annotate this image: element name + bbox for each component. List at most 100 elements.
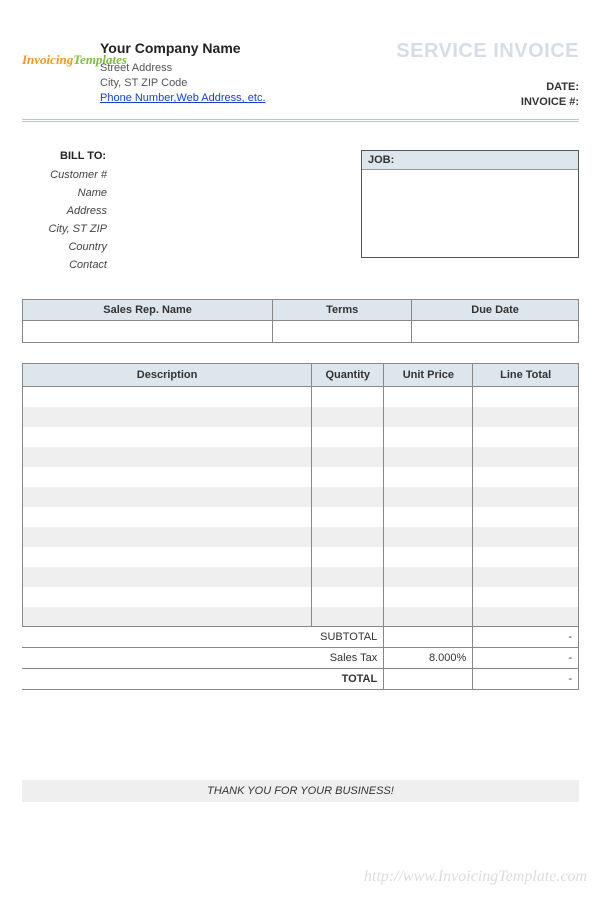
item-cell[interactable] [473,427,579,447]
due-date-header: Due Date [412,300,579,321]
tax-label: Sales Tax [22,648,384,669]
item-cell[interactable] [384,487,473,507]
terms-cell[interactable] [273,321,412,343]
item-cell[interactable] [384,407,473,427]
subtotal-rate [384,627,473,648]
bill-to-section: BILL TO: Customer # Name Address City, S… [22,150,282,277]
item-cell[interactable] [384,547,473,567]
header-right: SERVICE INVOICE DATE: INVOICE #: [379,40,579,111]
item-cell[interactable] [473,467,579,487]
bill-to-title: BILL TO: [22,150,282,162]
item-cell[interactable] [384,587,473,607]
item-row [23,407,579,427]
item-cell[interactable] [473,487,579,507]
company-name: Your Company Name [100,40,379,56]
invoice-number-label: INVOICE #: [379,96,579,108]
item-cell[interactable] [312,387,384,407]
country-label: Country [22,241,107,253]
item-cell[interactable] [23,487,312,507]
item-cell[interactable] [23,567,312,587]
item-cell[interactable] [312,587,384,607]
totals-section: SUBTOTAL - Sales Tax 8.000% - TOTAL - [22,627,579,690]
item-cell[interactable] [473,547,579,567]
name-label: Name [22,187,107,199]
total-label: TOTAL [22,669,384,690]
item-cell[interactable] [312,527,384,547]
city-state-zip: City, ST ZIP Code [100,77,379,89]
unit-price-header: Unit Price [384,364,473,387]
item-cell[interactable] [473,407,579,427]
item-row [23,447,579,467]
item-cell[interactable] [23,407,312,427]
item-cell[interactable] [23,387,312,407]
header: InvoicingTemplates Your Company Name Str… [22,40,579,111]
item-row [23,387,579,407]
item-cell[interactable] [473,607,579,627]
item-row [23,527,579,547]
item-cell[interactable] [312,467,384,487]
item-cell[interactable] [23,547,312,567]
item-cell[interactable] [23,467,312,487]
meta-table-row [23,321,579,343]
logo-line1: Invoicing [22,52,73,67]
item-cell[interactable] [384,427,473,447]
item-row [23,507,579,527]
sales-rep-cell[interactable] [23,321,273,343]
job-label: JOB: [362,151,578,170]
item-cell[interactable] [23,507,312,527]
item-cell[interactable] [312,427,384,447]
city-label: City, ST ZIP [22,223,107,235]
contact-label: Contact [22,259,107,271]
item-cell[interactable] [384,527,473,547]
tax-row: Sales Tax 8.000% - [22,648,579,669]
item-cell[interactable] [473,527,579,547]
footer-thanks: THANK YOU FOR YOUR BUSINESS! [22,780,579,802]
item-cell[interactable] [23,527,312,547]
item-row [23,467,579,487]
contact-link[interactable]: Phone Number,Web Address, etc. [100,92,266,104]
header-divider [22,119,579,122]
item-cell[interactable] [473,507,579,527]
items-table: Description Quantity Line Total Unit Pri… [22,363,579,627]
item-cell[interactable] [473,567,579,587]
meta-table: Sales Rep. Name Terms Due Date [22,299,579,343]
item-cell[interactable] [312,507,384,527]
item-cell[interactable] [23,447,312,467]
item-row [23,487,579,507]
date-label: DATE: [379,81,579,93]
total-value: - [473,669,579,690]
job-box: JOB: [361,150,579,258]
item-row [23,547,579,567]
item-cell[interactable] [384,387,473,407]
item-cell[interactable] [312,607,384,627]
subtotal-value: - [473,627,579,648]
item-cell[interactable] [23,607,312,627]
subtotal-label: SUBTOTAL [22,627,384,648]
customer-number-label: Customer # [22,169,107,181]
item-cell[interactable] [473,587,579,607]
item-cell[interactable] [312,547,384,567]
item-cell[interactable] [473,387,579,407]
item-cell[interactable] [384,507,473,527]
item-cell[interactable] [384,447,473,467]
address-label: Address [22,205,107,217]
subtotal-row: SUBTOTAL - [22,627,579,648]
item-cell[interactable] [23,587,312,607]
item-cell[interactable] [473,447,579,467]
company-info: Your Company Name Street Address City, S… [100,40,379,111]
document-title: SERVICE INVOICE [379,40,579,63]
total-rate [384,669,473,690]
item-cell[interactable] [23,427,312,447]
due-date-cell[interactable] [412,321,579,343]
item-cell[interactable] [312,447,384,467]
street-address: Street Address [100,62,379,74]
item-row [23,567,579,587]
quantity-header: Quantity [312,364,384,387]
item-cell[interactable] [312,407,384,427]
item-cell[interactable] [384,567,473,587]
item-cell[interactable] [312,487,384,507]
item-row [23,607,579,627]
item-cell[interactable] [312,567,384,587]
item-cell[interactable] [384,607,473,627]
item-cell[interactable] [384,467,473,487]
